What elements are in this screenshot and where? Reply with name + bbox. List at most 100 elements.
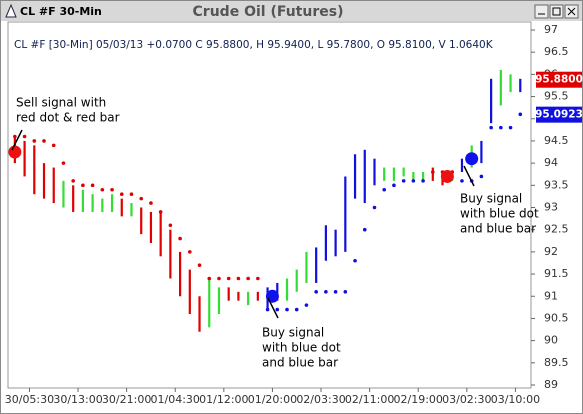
price-badge: [536, 71, 582, 88]
y-tick-label: 92.5: [544, 223, 569, 236]
stop-dot: [431, 170, 435, 174]
window-title: CL #F 30-Min: [20, 5, 102, 18]
annotation: and blue bar: [262, 356, 338, 370]
stop-dot: [314, 290, 318, 294]
y-tick-label: 90: [544, 334, 558, 347]
y-tick-label: 95.5: [544, 90, 569, 103]
stop-dot: [207, 276, 212, 281]
y-tick-label: 96.5: [544, 45, 569, 58]
arrow: [267, 297, 279, 319]
stop-dot: [158, 210, 163, 214]
x-tick-label: 02/19:00: [394, 393, 443, 406]
y-tick-label: 93: [544, 201, 558, 214]
stop-dot: [333, 290, 338, 294]
stop-dot: [256, 276, 260, 281]
price-badge-label: 95.8800: [535, 74, 583, 86]
stop-dot: [382, 187, 387, 192]
stop-dot: [226, 276, 231, 281]
maximize-icon: [552, 7, 561, 16]
stop-dot: [246, 276, 250, 281]
annotation: Buy signal: [262, 326, 324, 340]
arrow: [11, 129, 23, 151]
stop-dot: [168, 223, 173, 228]
stop-dot: [372, 205, 377, 210]
chart-title: Crude Oil (Futures): [193, 4, 344, 20]
title-bar: [1, 1, 582, 21]
stop-dot: [188, 250, 192, 254]
stop-dot: [178, 236, 182, 241]
signal-marker: [265, 289, 279, 303]
stop-dot: [197, 263, 202, 267]
stop-dot: [32, 139, 37, 143]
y-tick-label: 91.5: [544, 267, 569, 280]
stop-dot: [139, 196, 144, 201]
stop-dot: [343, 290, 348, 294]
maximize-button[interactable]: [549, 4, 564, 19]
stop-dot: [285, 307, 289, 312]
stop-dot: [51, 143, 56, 148]
x-tick-label: 01/04:30: [151, 393, 200, 406]
window-buttons[interactable]: [534, 4, 579, 19]
stop-dot: [518, 112, 523, 117]
x-tick-label: 03/02:30: [442, 393, 491, 406]
annotation: and blue bar: [460, 222, 536, 236]
annotation: with blue dot: [262, 341, 341, 355]
stop-dot: [149, 201, 153, 205]
stop-dot: [119, 192, 124, 196]
stop-dot: [42, 139, 46, 143]
info-line: CL #F [30-Min] 05/03/13 +0.0700 C 95.880…: [14, 39, 494, 51]
stop-dot: [392, 183, 396, 188]
stop-dot: [90, 183, 95, 188]
stop-dot: [401, 179, 406, 183]
arrow: [463, 165, 475, 187]
close-icon: [567, 7, 576, 16]
y-tick-label: 90.5: [544, 311, 569, 324]
stop-dot: [421, 179, 425, 183]
y-tick-label: 94: [544, 156, 558, 169]
stop-dot: [265, 307, 270, 312]
price-badge-label: 95.0923: [535, 109, 583, 121]
stop-dot: [460, 179, 464, 183]
stop-dot: [13, 134, 17, 139]
annotation: with blue dot: [460, 207, 539, 221]
y-tick-label: 92: [544, 245, 558, 258]
y-tick-label: 97: [544, 23, 558, 36]
signal-marker: [465, 152, 479, 166]
stop-dot: [499, 125, 503, 130]
stop-dot: [362, 227, 367, 232]
minimize-button[interactable]: [534, 4, 549, 19]
stop-dot: [110, 187, 114, 192]
stop-dot: [236, 276, 241, 281]
stop-dot: [71, 179, 75, 183]
x-tick-label: 01/12:00: [199, 393, 248, 406]
signal-marker: [8, 145, 22, 159]
y-tick-label: 89.5: [544, 356, 569, 369]
stop-dot: [489, 125, 493, 130]
x-tick-label: 02/11:00: [345, 393, 394, 406]
stop-dot: [479, 174, 484, 179]
signal-marker: [440, 169, 454, 183]
app-icon: [5, 3, 17, 18]
y-tick-label: 93.5: [544, 178, 569, 191]
annotation: red dot & red bar: [16, 111, 120, 125]
stop-dot: [275, 307, 280, 312]
stop-dot: [294, 307, 299, 312]
y-tick-label: 91: [544, 289, 558, 302]
stop-dot: [129, 192, 134, 196]
x-tick-label: 02/03:30: [296, 393, 345, 406]
x-tick-label: 03/10:00: [491, 393, 540, 406]
stop-dot: [411, 179, 416, 183]
stop-dot: [217, 276, 221, 281]
price-badge: [536, 106, 582, 123]
stop-dot: [508, 125, 513, 130]
x-tick-label: 30/05:30: [5, 393, 54, 406]
annotation: Buy signal: [460, 192, 522, 206]
x-tick-label: 01/20:00: [248, 393, 297, 406]
stop-dot: [100, 187, 105, 192]
stop-dot: [81, 183, 85, 188]
stop-dot: [324, 290, 328, 294]
y-tick-label: 94.5: [544, 134, 569, 147]
stop-dot: [304, 303, 309, 307]
y-tick-label: 89: [544, 378, 558, 391]
